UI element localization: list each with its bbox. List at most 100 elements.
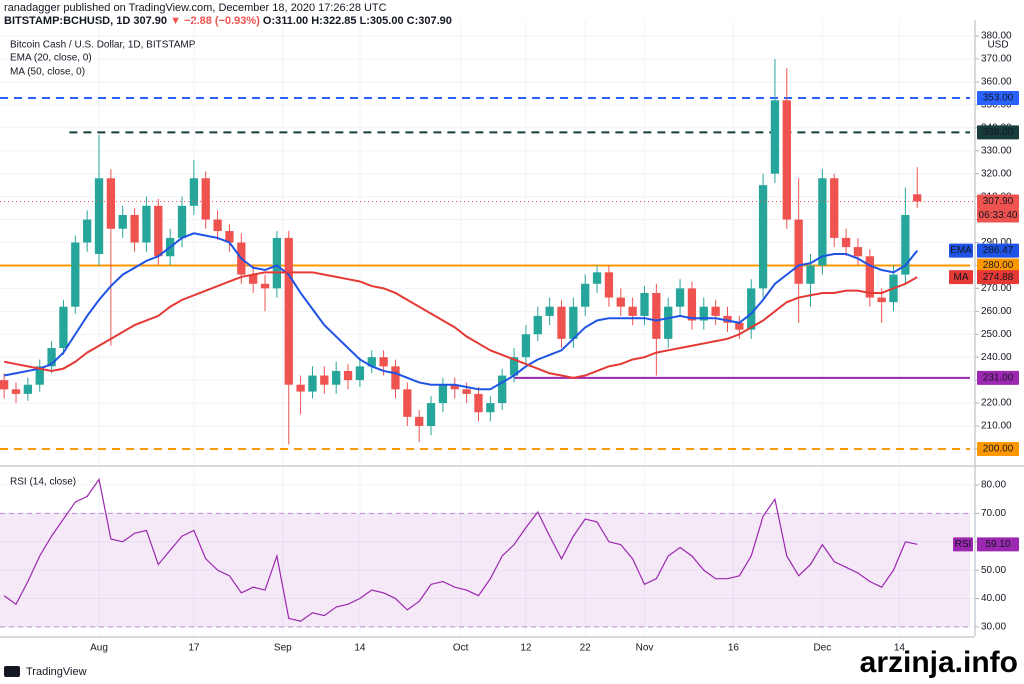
candle-body <box>23 384 33 394</box>
y-tick-label: 370.00 <box>981 54 1012 65</box>
logo-icon <box>4 666 20 677</box>
candle-body <box>557 306 566 339</box>
candle-body <box>71 242 80 307</box>
candle-body <box>604 272 614 298</box>
y-tick-label: 220.00 <box>981 398 1012 409</box>
x-tick-label: 17 <box>188 643 200 654</box>
candle-body <box>130 214 139 243</box>
x-tick-label: Dec <box>813 643 831 654</box>
series-tag: EMA <box>950 245 972 256</box>
level-label: 231.00 <box>983 372 1014 383</box>
y-tick-label: 320.00 <box>981 168 1012 179</box>
candle-body <box>201 178 210 220</box>
candle-body <box>853 247 863 257</box>
series-tag-bg <box>949 243 973 258</box>
candle-body <box>83 219 92 243</box>
x-tick-label: Sep <box>274 643 292 654</box>
y-tick-label: 360.00 <box>981 77 1012 88</box>
candle-body <box>581 283 590 307</box>
candle-body <box>818 178 827 266</box>
candle-body <box>462 389 471 394</box>
level-label-bg <box>977 441 1019 456</box>
indicator-line <box>3 271 918 379</box>
y-tick-label: 50.00 <box>981 565 1006 576</box>
candle-body <box>747 288 756 330</box>
candle-body <box>664 306 673 339</box>
candle-body <box>438 384 448 404</box>
y-tick-label: 330.00 <box>981 145 1012 156</box>
watermark: arzinja.info <box>860 646 1018 679</box>
candle-body <box>415 416 424 427</box>
candle-body <box>794 219 803 284</box>
countdown-bg <box>977 208 1019 223</box>
candle-body <box>830 178 839 238</box>
y-tick-label: 30.00 <box>981 622 1006 633</box>
candle-body <box>474 393 483 413</box>
series-tag: MA <box>954 272 969 283</box>
x-tick-label: Nov <box>636 643 654 654</box>
candle-body <box>260 283 270 289</box>
logo: TradingView <box>26 666 87 678</box>
candle-body <box>841 237 851 248</box>
candle-body <box>628 306 637 316</box>
series-tag-bg <box>953 537 973 552</box>
candle-body <box>770 100 780 174</box>
legend-ma: MA (50, close, 0) <box>10 67 85 78</box>
candle-body <box>711 306 720 316</box>
candle-body <box>569 306 578 339</box>
series-last-label: 59.10 <box>985 539 1010 550</box>
change: ▼ −2.88 (−0.93%) <box>170 15 260 27</box>
series-last-label-bg <box>977 243 1019 258</box>
candle-body <box>486 403 495 413</box>
series-last-label-bg <box>977 270 1019 285</box>
candle-body <box>213 219 222 232</box>
candle-body <box>403 389 412 417</box>
last-price-label-bg <box>977 194 1019 209</box>
x-tick-label: 16 <box>728 643 740 654</box>
candle-body <box>308 375 317 392</box>
y-tick-label: 260.00 <box>981 306 1012 317</box>
level-label-bg <box>977 370 1019 385</box>
ohlc: O:311.00 H:322.85 L:305.00 C:307.90 <box>262 15 452 27</box>
y-tick-label: 250.00 <box>981 329 1012 340</box>
candle-body <box>355 366 365 381</box>
candle-body <box>426 403 436 427</box>
candle-body <box>47 348 56 367</box>
level-label-bg <box>977 258 1019 273</box>
candle-body <box>296 384 305 392</box>
rsi-title: RSI (14, close) <box>10 477 76 488</box>
series-tag: RSI <box>955 539 972 550</box>
y-tick-label: 380.00 <box>981 31 1012 42</box>
series-last-label: 286.47 <box>983 245 1014 256</box>
candle-body <box>118 214 127 229</box>
y-tick-label: 350.00 <box>981 100 1012 111</box>
level-label-bg <box>977 90 1019 105</box>
candle-body <box>0 380 9 390</box>
legend-ema: EMA (20, close, 0) <box>10 53 92 64</box>
candle-body <box>177 205 187 238</box>
candle-body <box>723 315 732 323</box>
y-tick-label: 210.00 <box>981 421 1012 432</box>
candle-body <box>498 375 507 404</box>
candle-body <box>450 384 459 390</box>
level-label-bg <box>977 125 1019 140</box>
indicator-line <box>3 232 919 391</box>
candle-body <box>687 288 697 321</box>
rsi-band <box>0 513 970 627</box>
candle-body <box>225 231 234 243</box>
candle-body <box>142 205 151 243</box>
candle-body <box>391 366 400 390</box>
candle-body <box>189 178 199 206</box>
candle-body <box>11 389 21 394</box>
candle-body <box>272 237 282 289</box>
candle-body <box>877 297 886 303</box>
y-tick-label: 80.00 <box>981 480 1006 491</box>
candle-body <box>782 100 791 220</box>
last: 307.90 <box>133 15 168 27</box>
series-last-label: 274.88 <box>983 272 1014 283</box>
candle-body <box>343 370 353 381</box>
candle-body <box>913 194 922 202</box>
level-label: 280.00 <box>983 260 1014 271</box>
candle-body <box>154 205 163 257</box>
